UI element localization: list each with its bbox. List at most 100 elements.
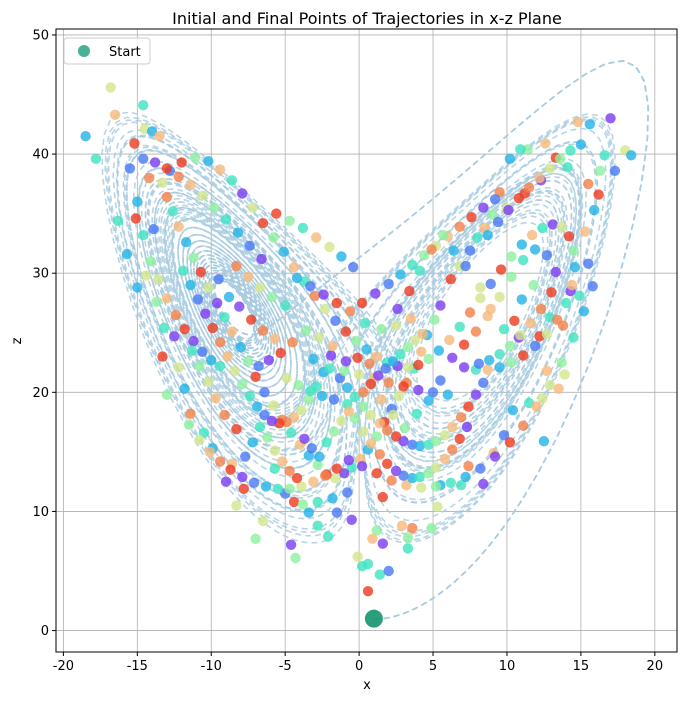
final-point [365,378,377,390]
final-point [188,252,199,263]
final-point [544,163,555,174]
final-point [322,531,334,542]
final-point [506,271,517,282]
final-point [204,446,215,458]
final-point [226,175,238,186]
final-point [231,500,242,511]
final-point [416,482,427,493]
final-point [541,250,553,261]
x-tick-label: -5 [279,659,292,674]
final-point [568,245,579,256]
final-point [121,248,133,260]
final-point [188,335,199,347]
final-point [185,408,196,419]
final-point [194,360,205,372]
x-axis-label: x [363,678,371,693]
final-point [470,389,482,400]
final-point [464,245,476,256]
final-point [555,153,566,164]
final-point [138,100,149,111]
final-point [299,433,310,444]
final-point [413,359,424,371]
final-point [553,383,564,394]
final-point [458,362,470,373]
trajectory-line [112,60,650,620]
final-point [507,405,519,416]
final-point [203,282,214,293]
final-point [248,477,260,488]
final-point [330,472,341,484]
final-point [170,309,181,321]
final-point [146,126,158,137]
final-point [358,401,369,412]
final-point [503,204,514,216]
final-point [383,565,394,577]
final-point [231,424,242,435]
final-point [407,522,418,534]
final-point [419,250,430,261]
final-point [303,394,314,405]
final-point [129,138,140,149]
x-tick-label: -20 [53,659,74,674]
final-point [250,371,261,382]
final-point [470,326,482,337]
final-point [269,445,280,456]
final-point [340,326,351,337]
final-point [353,369,365,380]
final-point [173,171,184,182]
y-tick-label: 0 [41,624,49,639]
final-point [445,477,456,488]
final-point [157,177,168,188]
final-point [179,383,190,394]
final-point [151,296,162,307]
final-point [277,456,288,467]
plot-area: -20 -15 -10 -5 0 5 10 15 20 0 10 20 30 40 50 [32,28,678,674]
final-point [311,232,322,243]
final-point [574,290,585,301]
final-point [342,487,353,498]
final-point [546,287,557,298]
final-point [331,507,343,518]
final-point [144,172,155,184]
final-point [290,552,301,564]
final-point [386,475,397,486]
final-point [583,258,594,269]
y-tick-label: 30 [32,267,49,282]
final-point [308,476,319,487]
final-point [460,471,471,483]
final-point [560,297,572,309]
final-point [373,370,384,381]
final-point [506,251,517,262]
y-axis-label: z [10,337,25,344]
final-point [447,444,458,455]
final-point [466,212,477,223]
final-point [498,430,510,441]
final-point [534,172,545,184]
final-point [516,294,527,305]
final-point [374,418,385,429]
final-point [345,306,356,317]
final-point [427,387,439,398]
final-point [339,365,350,377]
legend-start-label: Start [109,45,141,60]
final-point [395,349,406,360]
final-point [262,432,273,443]
final-point [237,378,248,390]
final-point [473,358,485,369]
final-point [312,496,323,508]
final-point [324,363,335,374]
final-point [395,269,406,280]
final-point [593,189,604,200]
final-point [308,353,319,365]
final-point [518,350,529,361]
final-point [259,409,270,421]
final-point [246,314,257,325]
final-point [105,82,116,93]
final-point [145,256,156,267]
final-point [297,499,309,510]
final-point [254,421,266,433]
final-point [284,465,295,477]
final-point [339,468,350,479]
final-point [531,401,542,412]
final-point [197,190,208,201]
